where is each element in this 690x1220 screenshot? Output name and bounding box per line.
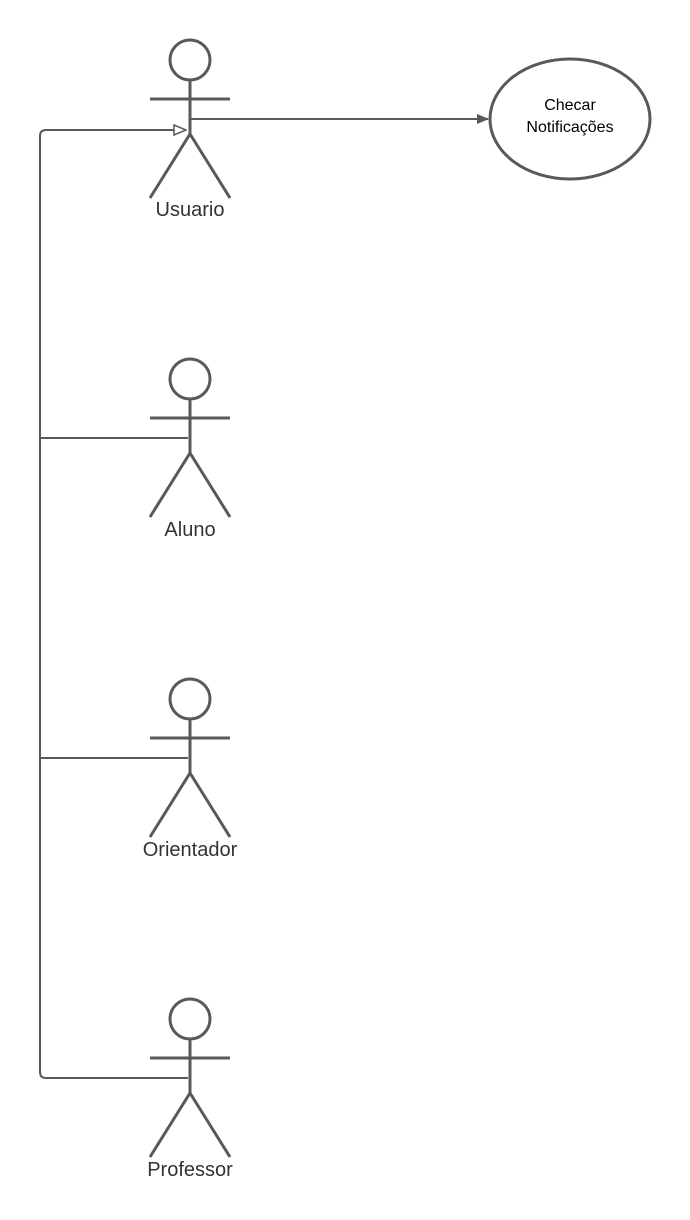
actor-right-leg (188, 772, 232, 838)
actor-label-usuario: Usuario (156, 199, 225, 221)
generalization-connector[interactable] (39, 130, 188, 1079)
actor-orientador[interactable]: Orientador (143, 677, 238, 861)
use-case-label-line1: Checar (544, 97, 596, 114)
actor-label-professor: Professor (147, 1159, 233, 1181)
use-case-label-line2: Notificações (526, 119, 613, 136)
actor-usuario[interactable]: Usuario (148, 38, 232, 221)
actor-head (168, 357, 212, 401)
actor-left-leg (148, 772, 192, 838)
actor-left-leg (148, 133, 192, 199)
actor-head (168, 38, 212, 82)
actor-label-orientador: Orientador (143, 839, 238, 861)
use-case-checar-notificacoes[interactable]: Checar Notificações (488, 57, 652, 181)
actor-right-leg (188, 133, 232, 199)
actor-right-leg (188, 452, 232, 518)
actor-right-leg (188, 1092, 232, 1158)
actor-left-leg (148, 1092, 192, 1158)
use-case-ellipse (488, 57, 652, 181)
actor-left-leg (148, 452, 192, 518)
actor-professor[interactable]: Professor (147, 997, 233, 1181)
actor-head (168, 677, 212, 721)
actor-label-aluno: Aluno (164, 519, 215, 541)
actor-head (168, 997, 212, 1041)
actor-aluno[interactable]: Aluno (148, 357, 232, 541)
